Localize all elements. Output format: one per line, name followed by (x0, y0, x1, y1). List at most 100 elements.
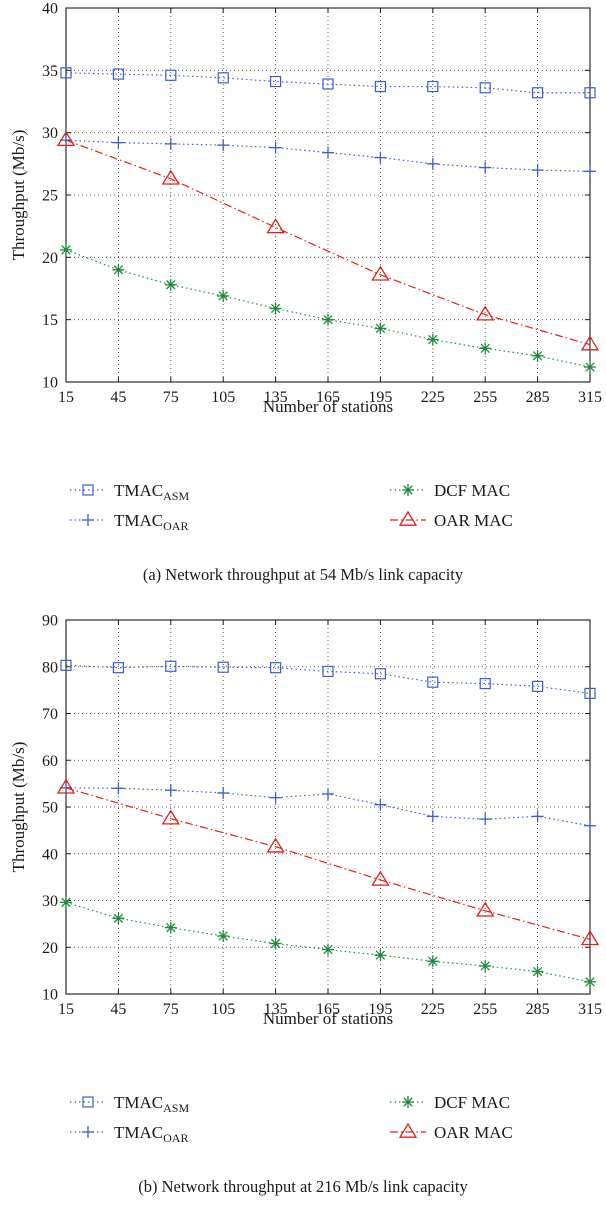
y-tick-label: 30 (42, 125, 58, 142)
x-tick-label: 105 (211, 389, 235, 406)
data-point (371, 870, 390, 886)
legend-label: DCF MAC (434, 481, 510, 500)
data-point (217, 289, 230, 302)
x-tick-label: 15 (58, 389, 74, 406)
y-tick-label: 10 (42, 987, 58, 1004)
x-tick-label: 105 (211, 1001, 235, 1018)
data-point (217, 661, 229, 673)
x-tick-label: 165 (316, 1001, 340, 1018)
data-point (217, 786, 230, 799)
legend-item: TMACOAR (70, 511, 188, 533)
data-point (580, 930, 600, 946)
data-point (426, 157, 439, 170)
series-tmac-asm (60, 67, 596, 99)
data-point (531, 349, 544, 362)
legend-item: TMACOAR (70, 1123, 188, 1145)
data-point (269, 302, 282, 315)
data-point (479, 813, 492, 826)
data-point (164, 137, 177, 150)
data-point (322, 146, 334, 159)
x-tick-label: 255 (473, 389, 497, 406)
legend-marker (82, 1096, 94, 1108)
data-point (112, 662, 125, 674)
series-line (65, 787, 591, 940)
data-point (266, 837, 285, 853)
series-line (65, 901, 591, 983)
y-axis-ticks: 10 20 30 40 50 60 70 80 90 (42, 613, 590, 1004)
x-tick-label: 165 (316, 389, 340, 406)
y-tick-label: 20 (42, 940, 58, 957)
x-tick-label: 75 (163, 389, 179, 406)
x-axis-title: Number of stations (263, 397, 393, 416)
series-oar-mac (56, 130, 600, 351)
series-line (65, 139, 591, 346)
data-point (322, 313, 334, 326)
data-point (374, 949, 387, 962)
legend: TMACASM TMACOAR DCF MAC OAR MAC (70, 1093, 513, 1145)
legend-label-subscript: OAR (163, 1131, 188, 1145)
data-point (476, 901, 495, 917)
y-tick-label: 80 (42, 659, 58, 676)
legend-marker (82, 514, 94, 526)
data-point (479, 677, 491, 690)
series-line (65, 72, 590, 94)
y-tick-label: 50 (42, 800, 58, 817)
data-point (165, 69, 177, 81)
throughput-chart-a: 15 45 75 105 135 165 195 225 255 285 3151015202530… (9, 1, 602, 585)
data-point (112, 68, 125, 80)
data-point (584, 361, 596, 374)
data-point (584, 165, 596, 178)
y-tick-label: 30 (42, 893, 58, 910)
y-axis-title: Throughput (Mb/s) (9, 742, 28, 873)
legend-label: TMACASM (114, 481, 189, 503)
data-point (479, 959, 492, 972)
x-tick-label: 195 (368, 389, 392, 406)
x-axis-ticks: 15 45 75 105 135 165 195 225 255 285 315 (58, 620, 602, 1018)
data-point (270, 75, 282, 88)
data-point (161, 809, 180, 825)
data-point (112, 263, 125, 276)
legend-marker (398, 1122, 418, 1138)
data-point (584, 687, 596, 699)
grid (66, 620, 590, 994)
series-line (65, 664, 591, 694)
data-point (269, 141, 282, 154)
y-tick-label: 40 (42, 846, 58, 863)
data-point (374, 151, 387, 164)
legend-marker (402, 1096, 414, 1108)
x-tick-label: 225 (421, 389, 445, 406)
series-dcf-mac (60, 243, 596, 374)
legend-label-subscript: ASM (163, 1101, 189, 1115)
y-axis-ticks: 10 15 20 25 30 35 40 (42, 1, 590, 392)
y-tick-label: 60 (42, 753, 58, 770)
legend-label: TMACOAR (114, 511, 188, 533)
legend-label: TMACOAR (114, 1123, 188, 1145)
legend-label: TMACASM (114, 1093, 189, 1115)
data-point (112, 782, 125, 795)
y-tick-label: 10 (42, 375, 58, 392)
data-point (60, 659, 72, 671)
data-point (371, 265, 390, 281)
legend-label: OAR MAC (434, 511, 513, 530)
y-tick-label: 35 (42, 63, 58, 80)
data-point (531, 810, 544, 823)
y-tick-label: 15 (42, 312, 58, 329)
y-axis-title: Throughput (Mb/s) (9, 130, 28, 261)
data-point (217, 139, 230, 152)
data-point (531, 680, 544, 692)
data-point (161, 169, 180, 185)
legend-item: DCF MAC (390, 481, 510, 500)
y-tick-label: 70 (42, 706, 58, 723)
x-tick-label: 225 (421, 1001, 445, 1018)
data-point (584, 975, 596, 988)
legend-item: OAR MAC (390, 1122, 513, 1142)
data-point (479, 342, 492, 355)
data-point (56, 130, 76, 146)
series-tmac-oar (60, 134, 596, 178)
figure-caption: (a) Network throughput at 54 Mb/s link c… (143, 565, 464, 584)
chart-panel-a: 15 45 75 105 135 165 195 225 255 285 315 10 15 20 25 30… (9, 1, 602, 585)
data-point (269, 791, 282, 804)
throughput-chart-b: 15 45 75 105 135 165 195 225 255 285 315 10 20 30 40 50… (9, 613, 602, 1197)
y-tick-label: 40 (42, 1, 58, 18)
series-tmac-oar (60, 781, 596, 832)
